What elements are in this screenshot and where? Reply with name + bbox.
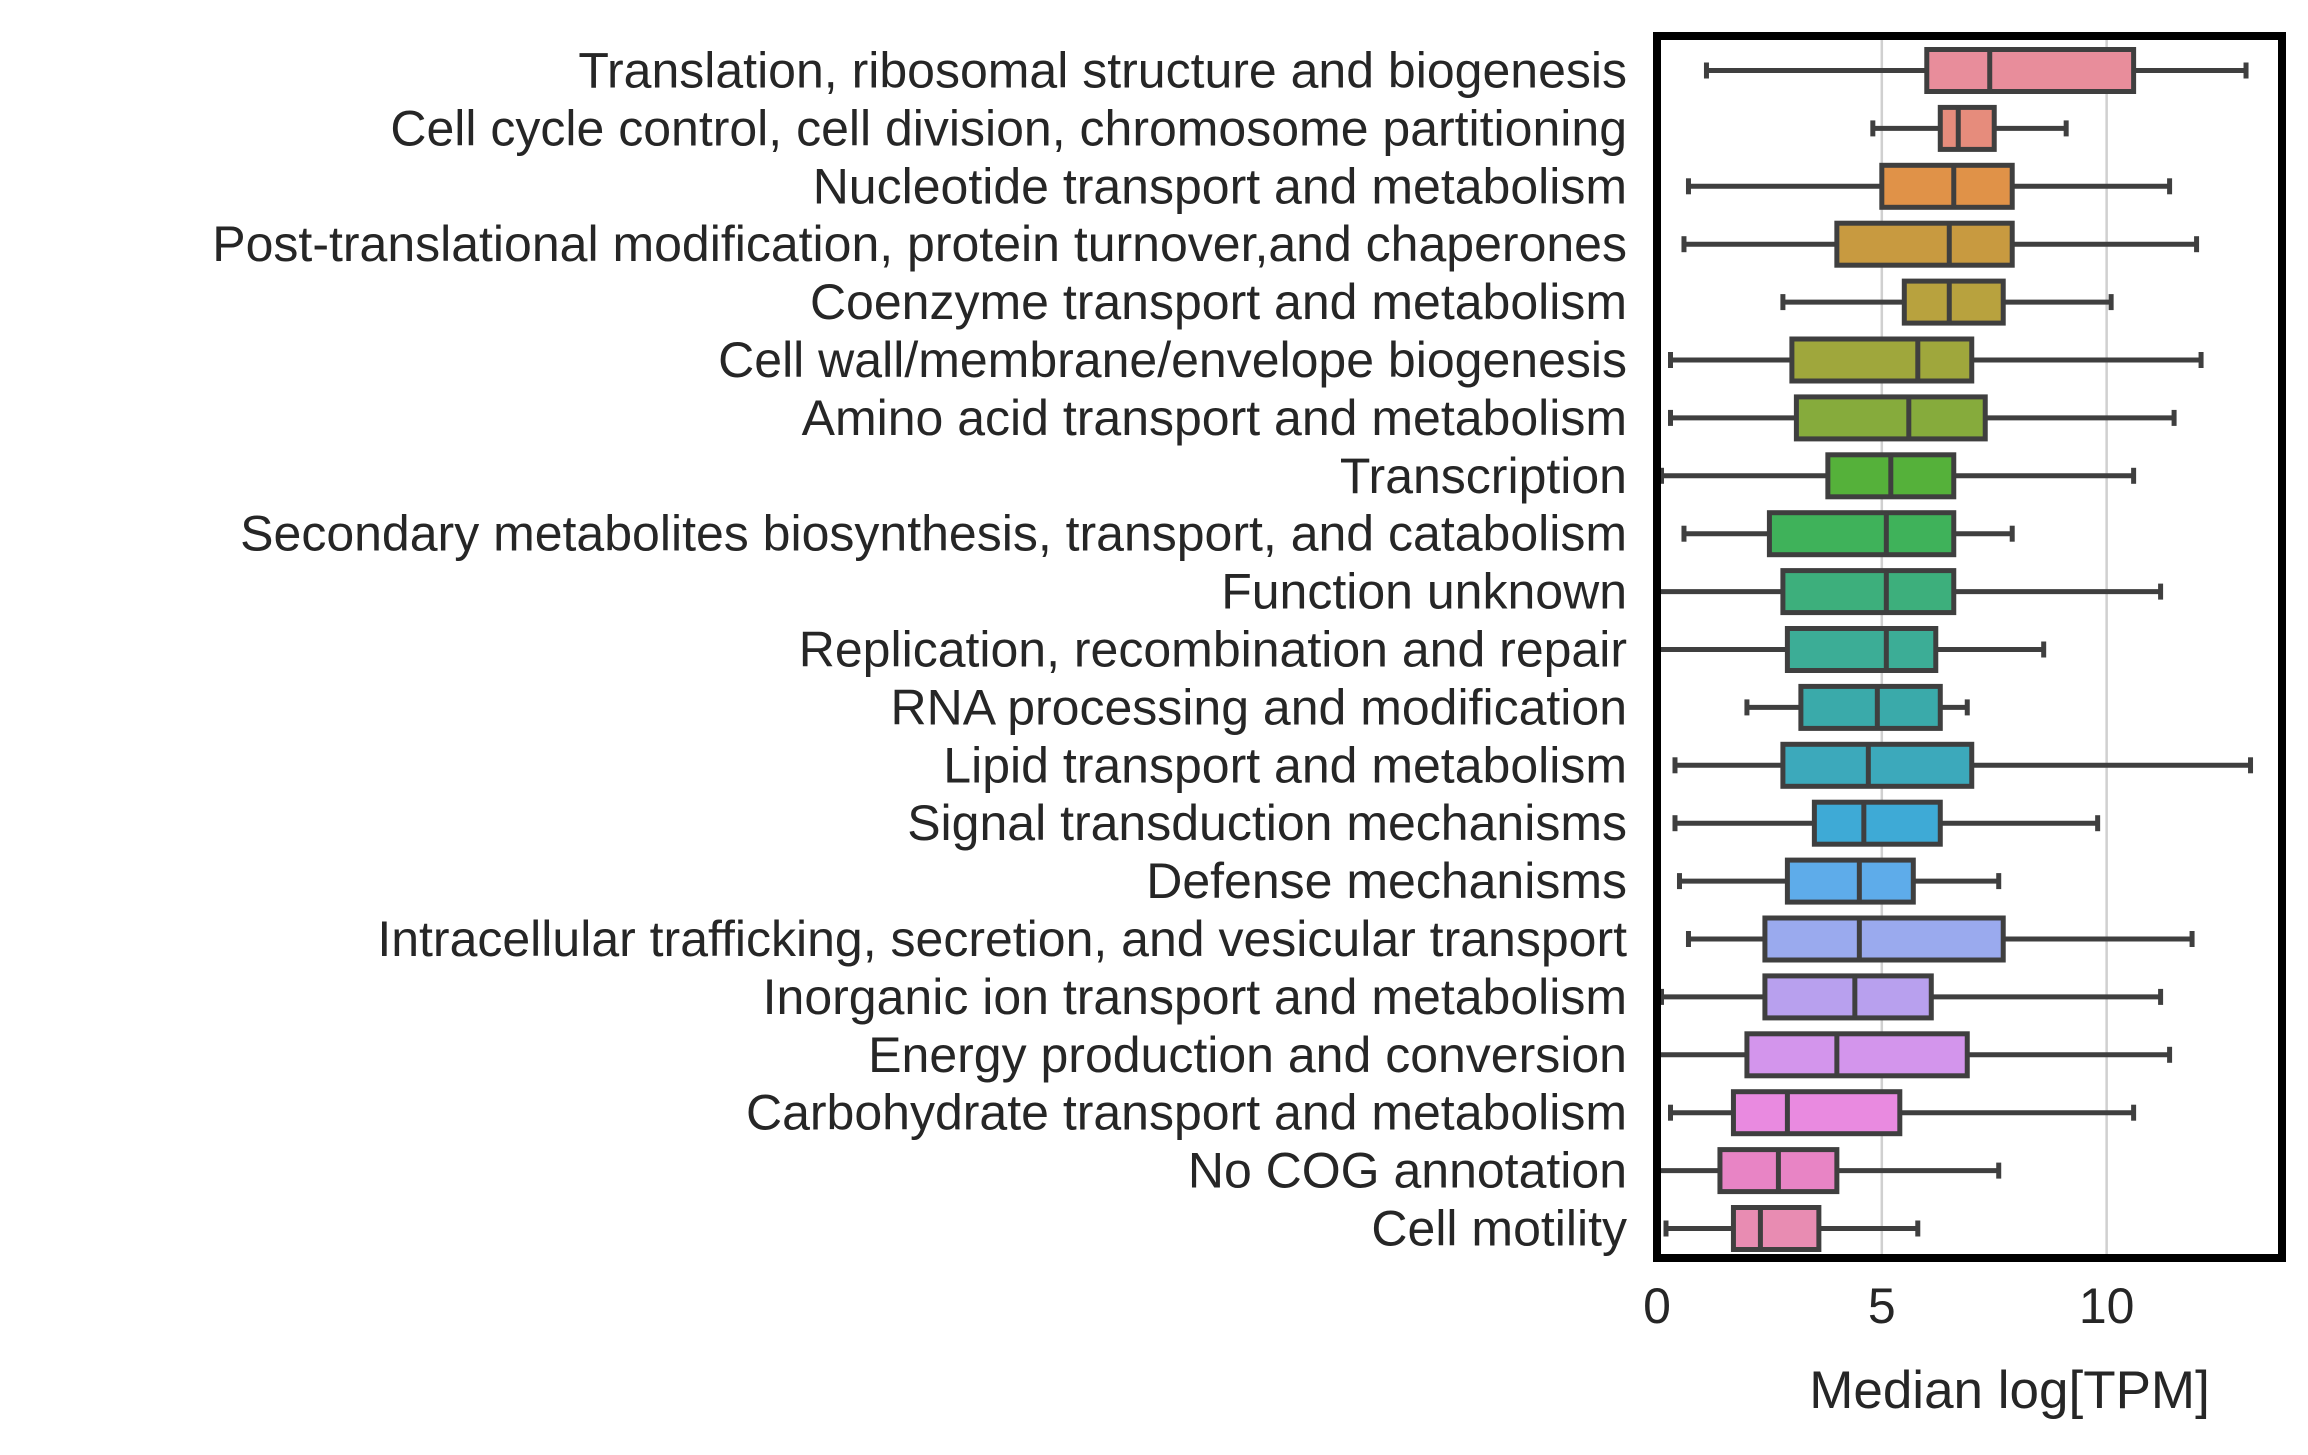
iqr-box <box>1937 104 1997 152</box>
category-label: Nucleotide transport and metabolism <box>813 158 1627 214</box>
box-group <box>1654 568 2164 616</box>
box-group <box>1654 626 2047 673</box>
box-group <box>1780 278 2114 326</box>
box-group <box>1870 104 2069 152</box>
box-group <box>1681 220 2200 268</box>
iqr-box <box>1789 336 1975 384</box>
category-label: Cell cycle control, cell division, chrom… <box>390 100 1627 156</box>
iqr-box <box>1784 626 1939 673</box>
category-label: No COG annotation <box>1188 1143 1627 1199</box>
iqr-box <box>1744 1031 1970 1079</box>
category-label: Post-translational modification, protein… <box>212 216 1627 272</box>
category-label: Energy production and conversion <box>868 1027 1627 1083</box>
iqr-box <box>1730 1205 1822 1252</box>
category-label: Replication, recombination and repair <box>799 622 1627 678</box>
category-label: Function unknown <box>1221 564 1627 620</box>
box-group <box>1672 799 2101 847</box>
iqr-box <box>1762 915 2006 963</box>
iqr-box <box>1762 973 1934 1021</box>
box-group <box>1667 394 2177 442</box>
box-group <box>1667 336 2204 384</box>
x-axis-title: Median log[TPM] <box>1809 1361 2210 1420</box>
iqr-box <box>1784 857 1916 905</box>
iqr-box <box>1811 799 1943 847</box>
category-label: Lipid transport and metabolism <box>943 737 1627 793</box>
category-label: Defense mechanisms <box>1146 853 1627 909</box>
box-group <box>1681 510 2015 558</box>
category-label: Signal transduction mechanisms <box>907 795 1627 851</box>
plot-frame <box>1653 32 2286 1262</box>
iqr-box <box>1834 220 2015 268</box>
box-group <box>1672 741 2254 789</box>
box-group <box>1654 1147 2002 1195</box>
box-group <box>1676 857 2002 905</box>
category-label: Carbohydrate transport and metabolism <box>746 1085 1627 1141</box>
box-group <box>1663 1205 1921 1252</box>
category-label: RNA processing and modification <box>891 679 1628 735</box>
category-label: Amino acid transport and metabolism <box>802 390 1627 446</box>
category-labels: Translation, ribosomal structure and bio… <box>212 43 1627 1257</box>
category-label: Transcription <box>1340 448 1627 504</box>
x-tick-label: 10 <box>2079 1278 2135 1334</box>
box-group <box>1658 973 2164 1021</box>
iqr-box <box>1924 47 2137 94</box>
category-label: Secondary metabolites biosynthesis, tran… <box>240 506 1627 562</box>
iqr-box <box>1780 741 1975 789</box>
category-label: Coenzyme transport and metabolism <box>810 274 1627 330</box>
iqr-box <box>1879 162 2015 210</box>
category-label: Intracellular trafficking, secretion, an… <box>377 911 1627 967</box>
category-label: Inorganic ion transport and metabolism <box>763 969 1627 1025</box>
category-label: Cell wall/membrane/envelope biogenesis <box>718 332 1627 388</box>
x-tick-label: 5 <box>1868 1278 1896 1334</box>
x-axis-ticks: 0 5 10 <box>1643 1278 2134 1334</box>
box-group <box>1654 1031 2173 1079</box>
box-group <box>1703 47 2249 94</box>
category-label: Translation, ribosomal structure and bio… <box>578 43 1627 99</box>
iqr-box <box>1793 394 1988 442</box>
x-tick-label: 0 <box>1643 1278 1671 1334</box>
box-group <box>1685 162 2173 210</box>
iqr-box <box>1901 278 2006 326</box>
box-group <box>1744 683 1970 731</box>
iqr-box <box>1730 1089 1903 1137</box>
box-group <box>1685 915 2195 963</box>
category-label: Cell motility <box>1371 1201 1627 1257</box>
box-group <box>1667 1089 2137 1137</box>
iqr-box <box>1798 683 1943 731</box>
box-layer <box>1654 47 2254 1252</box>
iqr-box <box>1780 568 1957 616</box>
box-group <box>1658 452 2137 500</box>
iqr-box <box>1766 510 1957 558</box>
